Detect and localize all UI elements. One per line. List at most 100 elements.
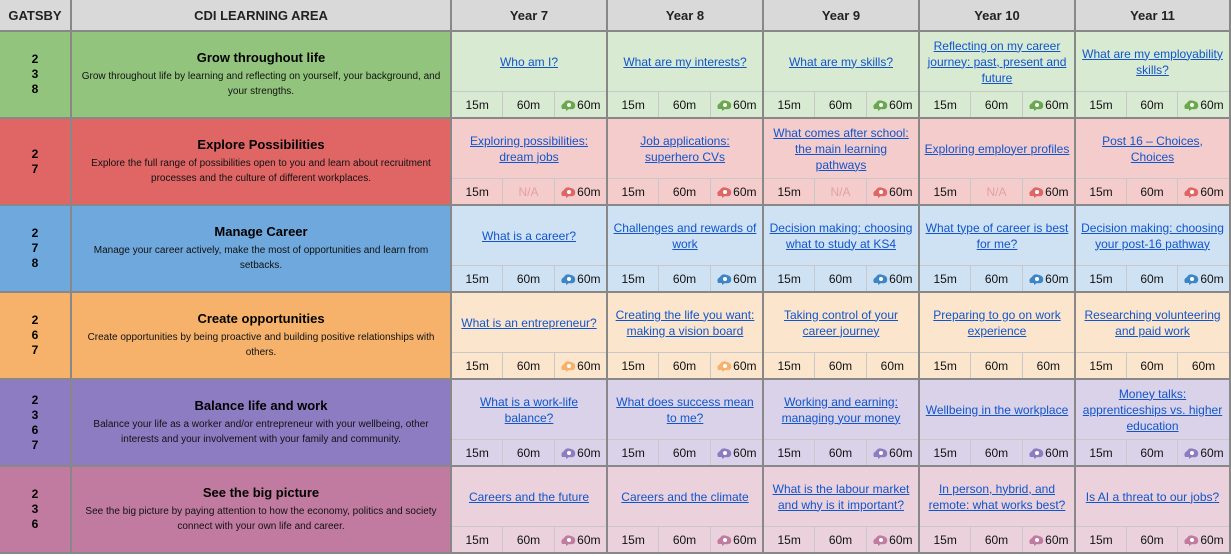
time-cell: 15m <box>452 265 504 291</box>
topic-area: Exploring possibilities: dream jobs <box>452 119 606 178</box>
time-cell: 60m <box>503 352 555 378</box>
time-cell: 15m <box>764 526 816 552</box>
time-label: 60m <box>880 358 904 373</box>
time-cell: 60m <box>503 439 555 465</box>
time-cell: 60m <box>866 526 918 552</box>
time-cell: 15m <box>920 439 972 465</box>
online-icon <box>717 360 732 372</box>
gatsby-number: 7 <box>31 343 39 357</box>
online-icon <box>717 273 732 285</box>
topic-link[interactable]: Job applications: superhero CVs <box>640 133 730 164</box>
topic-area: What is a work-life balance? <box>452 380 606 439</box>
time-label: 60m <box>1191 358 1216 373</box>
topic-area: Working and earning: managing your money <box>764 380 918 439</box>
time-label: 60m <box>1045 97 1069 112</box>
time-cell: 60m <box>554 265 606 291</box>
gatsby-number: 6 <box>31 422 39 437</box>
time-label: 60m <box>889 97 913 112</box>
topic-link[interactable]: Exploring possibilities: dream jobs <box>469 133 589 164</box>
topic-area: Creating the life you want: making a vis… <box>608 293 762 352</box>
topic-link[interactable]: What type of career is best for me? <box>925 220 1069 251</box>
time-cell: 60m <box>1127 178 1178 204</box>
online-icon <box>873 99 888 111</box>
topic-link[interactable]: Careers and the climate <box>621 489 749 504</box>
time-cell: 15m <box>608 439 660 465</box>
time-cell: 60m <box>1178 439 1229 465</box>
topic-link[interactable]: Creating the life you want: making a vis… <box>615 307 755 338</box>
topic-link[interactable]: Money talks: apprenticeships vs. higher … <box>1082 386 1223 433</box>
time-label: 60m <box>1200 445 1224 460</box>
time-cell: 60m <box>815 265 867 291</box>
time-label: 15m <box>1089 445 1113 460</box>
topic-link[interactable]: Exploring employer profiles <box>924 141 1070 156</box>
time-label: 60m <box>672 97 697 112</box>
time-label: 15m <box>1089 358 1113 373</box>
online-icon <box>1184 534 1199 546</box>
online-icon <box>561 273 576 285</box>
topic-link[interactable]: What does success mean to me? <box>616 394 754 425</box>
gatsby-number: 8 <box>31 256 39 270</box>
year-cell: What type of career is best for me? 15m 60… <box>920 206 1076 293</box>
online-icon <box>1184 447 1199 459</box>
time-cell: 60m <box>710 265 762 291</box>
topic-link[interactable]: What are my employability skills? <box>1082 46 1223 77</box>
topic-link[interactable]: Who am I? <box>499 54 559 69</box>
topic-link[interactable]: Post 16 – Choices, Choices <box>1102 133 1203 164</box>
year-cell: What are my skills? 15m 60m 60m <box>764 32 920 119</box>
topic-link[interactable]: What are my interests? <box>623 54 747 69</box>
time-label: 60m <box>889 184 913 199</box>
time-cell: 15m <box>764 352 816 378</box>
time-cell: 60m <box>1178 91 1229 117</box>
year-cell: In person, hybrid, and remote: what work… <box>920 467 1076 554</box>
topic-link[interactable]: Researching volunteering and paid work <box>1084 307 1221 338</box>
time-label: 60m <box>1045 532 1069 547</box>
year-cell: Job applications: superhero CVs 15m 60m 60m <box>608 119 764 206</box>
topic-link[interactable]: What comes after school: the main learni… <box>773 125 909 172</box>
year-cell: Post 16 – Choices, Choices 15m 60m 60m <box>1076 119 1231 206</box>
topic-link[interactable]: What is an entrepreneur? <box>461 315 597 330</box>
year-cell: Is AI a threat to our jobs? 15m 60m 60m <box>1076 467 1231 554</box>
topic-link[interactable]: Decision making: choosing what to study … <box>769 220 913 251</box>
year-cell: What is the labour market and why is it … <box>764 467 920 554</box>
topic-link[interactable]: Decision making: choosing your post-16 p… <box>1081 220 1224 251</box>
topic-link[interactable]: What is a career? <box>481 228 577 243</box>
topic-link[interactable]: In person, hybrid, and remote: what work… <box>928 481 1066 512</box>
time-cell: 60m <box>1022 265 1074 291</box>
topic-link[interactable]: Careers and the future <box>468 489 590 504</box>
time-label: 60m <box>828 445 853 460</box>
topic-area: Challenges and rewards of work <box>608 206 762 265</box>
topic-link[interactable]: Is AI a threat to our jobs? <box>1085 489 1220 504</box>
online-icon <box>873 273 888 285</box>
time-cell: 60m <box>503 265 555 291</box>
topic-area: Who am I? <box>452 32 606 91</box>
time-label: 60m <box>984 532 1009 547</box>
topic-link[interactable]: Taking control of your career journey <box>783 307 899 338</box>
topic-area: What is a career? <box>452 206 606 265</box>
time-label: 60m <box>1140 445 1164 460</box>
topic-link[interactable]: Challenges and rewards of work <box>613 220 757 251</box>
topic-link[interactable]: What are my skills? <box>788 54 894 69</box>
area-title: Manage Career <box>214 224 308 239</box>
topic-link[interactable]: What is a work-life balance? <box>479 394 579 425</box>
year-cell: What comes after school: the main learni… <box>764 119 920 206</box>
time-cell: 15m <box>764 178 816 204</box>
topic-link[interactable]: Preparing to go on work experience <box>933 307 1061 338</box>
topic-area: Is AI a threat to our jobs? <box>1076 467 1229 526</box>
topic-link[interactable]: Working and earning: managing your money <box>781 394 901 425</box>
topic-link[interactable]: What is the labour market and why is it … <box>772 481 910 512</box>
time-label: 15m <box>777 271 801 286</box>
topic-link[interactable]: Wellbeing in the workplace <box>925 402 1069 417</box>
time-label: 15m <box>621 358 645 373</box>
year-cell: Wellbeing in the workplace 15m 60m 60m <box>920 380 1076 467</box>
topic-link[interactable]: Reflecting on my career journey: past, p… <box>927 38 1067 85</box>
topic-area: Wellbeing in the workplace <box>920 380 1074 439</box>
time-cell: 15m <box>764 91 816 117</box>
time-label: 60m <box>516 358 541 373</box>
online-icon <box>873 186 888 198</box>
time-label: 15m <box>777 184 801 199</box>
time-label: 60m <box>577 445 601 460</box>
time-cell: 60m <box>659 439 711 465</box>
time-cell: 60m <box>554 352 606 378</box>
